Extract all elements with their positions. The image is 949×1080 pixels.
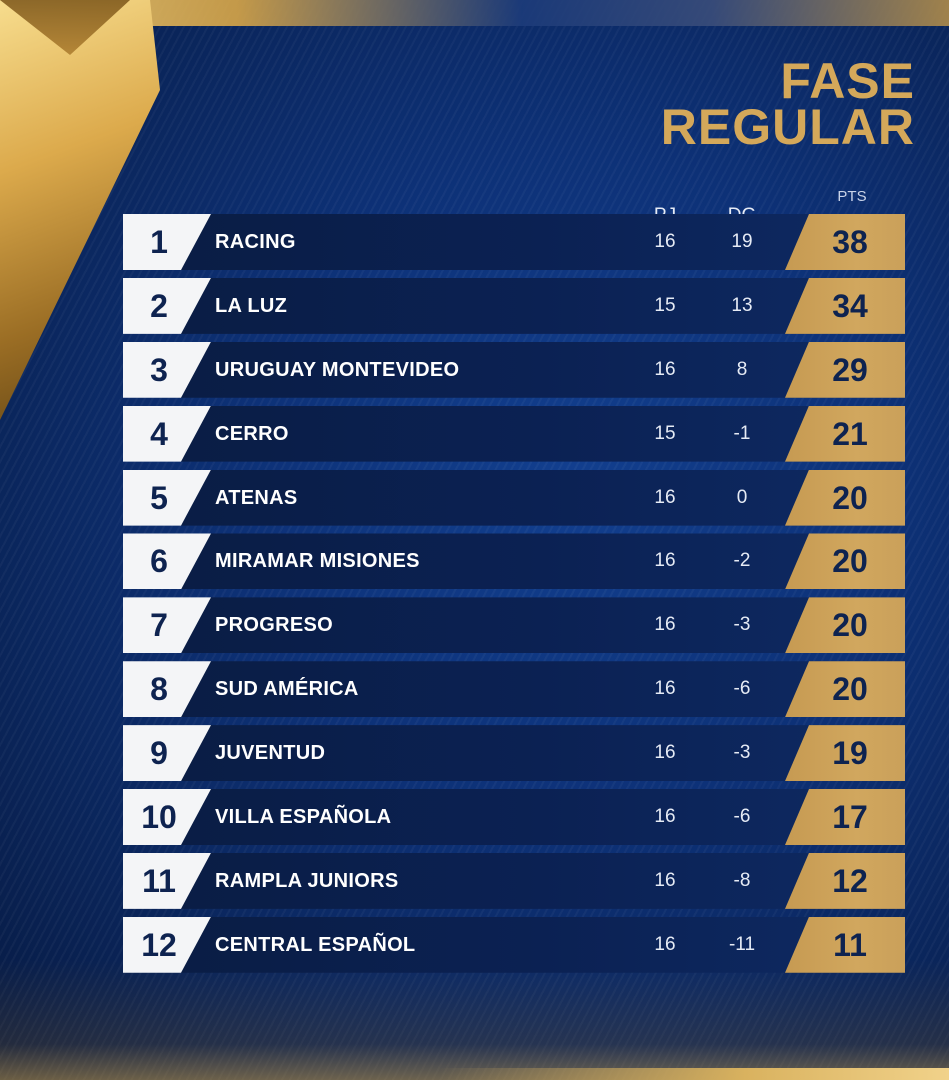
row-band bbox=[179, 789, 905, 846]
table-row: 3 URUGUAY MONTEVIDEO 16 8 29 bbox=[123, 341, 905, 398]
matches-played: 16 bbox=[654, 678, 676, 700]
goal-difference: -11 bbox=[728, 933, 756, 955]
team-name: CENTRAL ESPAÑOL bbox=[215, 933, 416, 956]
standings-table: 1 RACING 16 19 38 2 LA LUZ 15 13 34 3 URUGUAY MONTE… bbox=[123, 214, 905, 981]
table-row: 10 VILLA ESPAÑOLA 16 -6 17 bbox=[123, 789, 905, 846]
row-band bbox=[179, 214, 905, 270]
points-box bbox=[785, 405, 905, 462]
rank-number: 8 bbox=[150, 671, 168, 708]
goal-difference: -6 bbox=[733, 806, 751, 828]
team-name: URUGUAY MONTEVIDEO bbox=[215, 358, 460, 381]
row-band bbox=[179, 597, 905, 654]
matches-played: 16 bbox=[654, 869, 676, 891]
points-value: 20 bbox=[832, 479, 868, 516]
team-name: PROGRESO bbox=[215, 614, 333, 637]
rank-number: 3 bbox=[150, 351, 168, 388]
team-name: MIRAMAR MISIONES bbox=[215, 550, 420, 573]
table-row: 4 CERRO 15 -1 21 bbox=[123, 405, 905, 462]
points-box bbox=[785, 469, 905, 526]
matches-played: 15 bbox=[654, 294, 676, 316]
team-name: SUD AMÉRICA bbox=[215, 678, 359, 701]
points-value: 11 bbox=[833, 926, 867, 963]
team-name: ATENAS bbox=[215, 486, 298, 509]
table-row: 2 LA LUZ 15 13 34 bbox=[123, 277, 905, 334]
team-name: JUVENTUD bbox=[215, 742, 326, 765]
rank-number: 10 bbox=[141, 799, 177, 836]
points-value: 20 bbox=[832, 543, 868, 580]
team-name: RAMPLA JUNIORS bbox=[215, 869, 399, 892]
table-row: 1 RACING 16 19 38 bbox=[123, 214, 905, 270]
points-value: 20 bbox=[832, 607, 868, 644]
table-row: 5 ATENAS 16 0 20 bbox=[123, 469, 905, 526]
goal-difference: -3 bbox=[733, 614, 751, 636]
goal-difference: -2 bbox=[733, 550, 751, 572]
matches-played: 16 bbox=[654, 614, 676, 636]
row-band bbox=[179, 469, 905, 526]
table-row: 11 RAMPLA JUNIORS 16 -8 12 bbox=[123, 852, 905, 909]
team-name: LA LUZ bbox=[215, 294, 288, 317]
goal-difference: -3 bbox=[733, 742, 751, 764]
matches-played: 16 bbox=[654, 933, 676, 955]
points-value: 38 bbox=[832, 224, 868, 260]
row-band bbox=[179, 341, 905, 398]
table-row: 9 JUVENTUD 16 -3 19 bbox=[123, 725, 905, 782]
row-band bbox=[179, 725, 905, 782]
goal-difference: 8 bbox=[736, 358, 748, 380]
gold-bottom-line bbox=[440, 1068, 949, 1080]
matches-played: 16 bbox=[654, 550, 676, 572]
table-row: 6 MIRAMAR MISIONES 16 -2 20 bbox=[123, 533, 905, 590]
row-band bbox=[179, 661, 905, 718]
points-value: 34 bbox=[832, 287, 868, 324]
matches-played: 16 bbox=[654, 231, 676, 252]
rank-number: 4 bbox=[150, 415, 168, 452]
goal-difference: -1 bbox=[733, 422, 751, 444]
points-value: 20 bbox=[832, 671, 868, 708]
rank-number: 7 bbox=[150, 607, 168, 644]
matches-played: 16 bbox=[654, 806, 676, 828]
matches-played: 16 bbox=[654, 742, 676, 764]
rank-number: 11 bbox=[142, 862, 176, 899]
points-value: 19 bbox=[832, 735, 868, 772]
column-headers: PJ DG PTS bbox=[0, 188, 949, 226]
matches-played: 16 bbox=[654, 486, 676, 508]
rank-number: 12 bbox=[141, 926, 177, 963]
row-band bbox=[179, 533, 905, 590]
goal-difference: 19 bbox=[731, 231, 753, 252]
title-line-1: FASE bbox=[780, 53, 915, 109]
row-band bbox=[179, 852, 905, 909]
gold-bottom-glow bbox=[0, 960, 949, 1080]
gold-top-accent bbox=[0, 0, 949, 26]
row-band bbox=[179, 405, 905, 462]
matches-played: 16 bbox=[654, 358, 676, 380]
title-line-2: REGULAR bbox=[660, 99, 915, 155]
points-box bbox=[785, 341, 905, 398]
page-title: FASE REGULAR bbox=[660, 53, 915, 155]
row-band bbox=[179, 916, 905, 973]
rank-number: 6 bbox=[150, 543, 168, 580]
team-name: VILLA ESPAÑOLA bbox=[215, 806, 392, 829]
rank-number: 2 bbox=[150, 287, 168, 324]
rank-number: 5 bbox=[150, 479, 168, 516]
table-row: 7 PROGRESO 16 -3 20 bbox=[123, 597, 905, 654]
matches-played: 15 bbox=[654, 422, 676, 444]
points-value: 12 bbox=[832, 862, 868, 899]
points-value: 21 bbox=[832, 415, 868, 452]
points-value: 29 bbox=[832, 351, 868, 388]
team-name: CERRO bbox=[215, 422, 289, 445]
table-row: 8 SUD AMÉRICA 16 -6 20 bbox=[123, 661, 905, 718]
points-value: 17 bbox=[832, 799, 868, 836]
rank-number: 1 bbox=[150, 224, 168, 260]
goal-difference: 0 bbox=[736, 486, 748, 508]
goal-difference: 13 bbox=[731, 294, 753, 316]
row-band bbox=[179, 277, 905, 334]
team-name: RACING bbox=[215, 231, 296, 253]
goal-difference: -8 bbox=[733, 869, 751, 891]
table-row: 12 CENTRAL ESPAÑOL 16 -11 11 bbox=[123, 916, 905, 973]
points-box bbox=[785, 277, 905, 334]
header-pts: PTS bbox=[837, 188, 867, 205]
rank-number: 9 bbox=[150, 735, 168, 772]
goal-difference: -6 bbox=[733, 678, 751, 700]
